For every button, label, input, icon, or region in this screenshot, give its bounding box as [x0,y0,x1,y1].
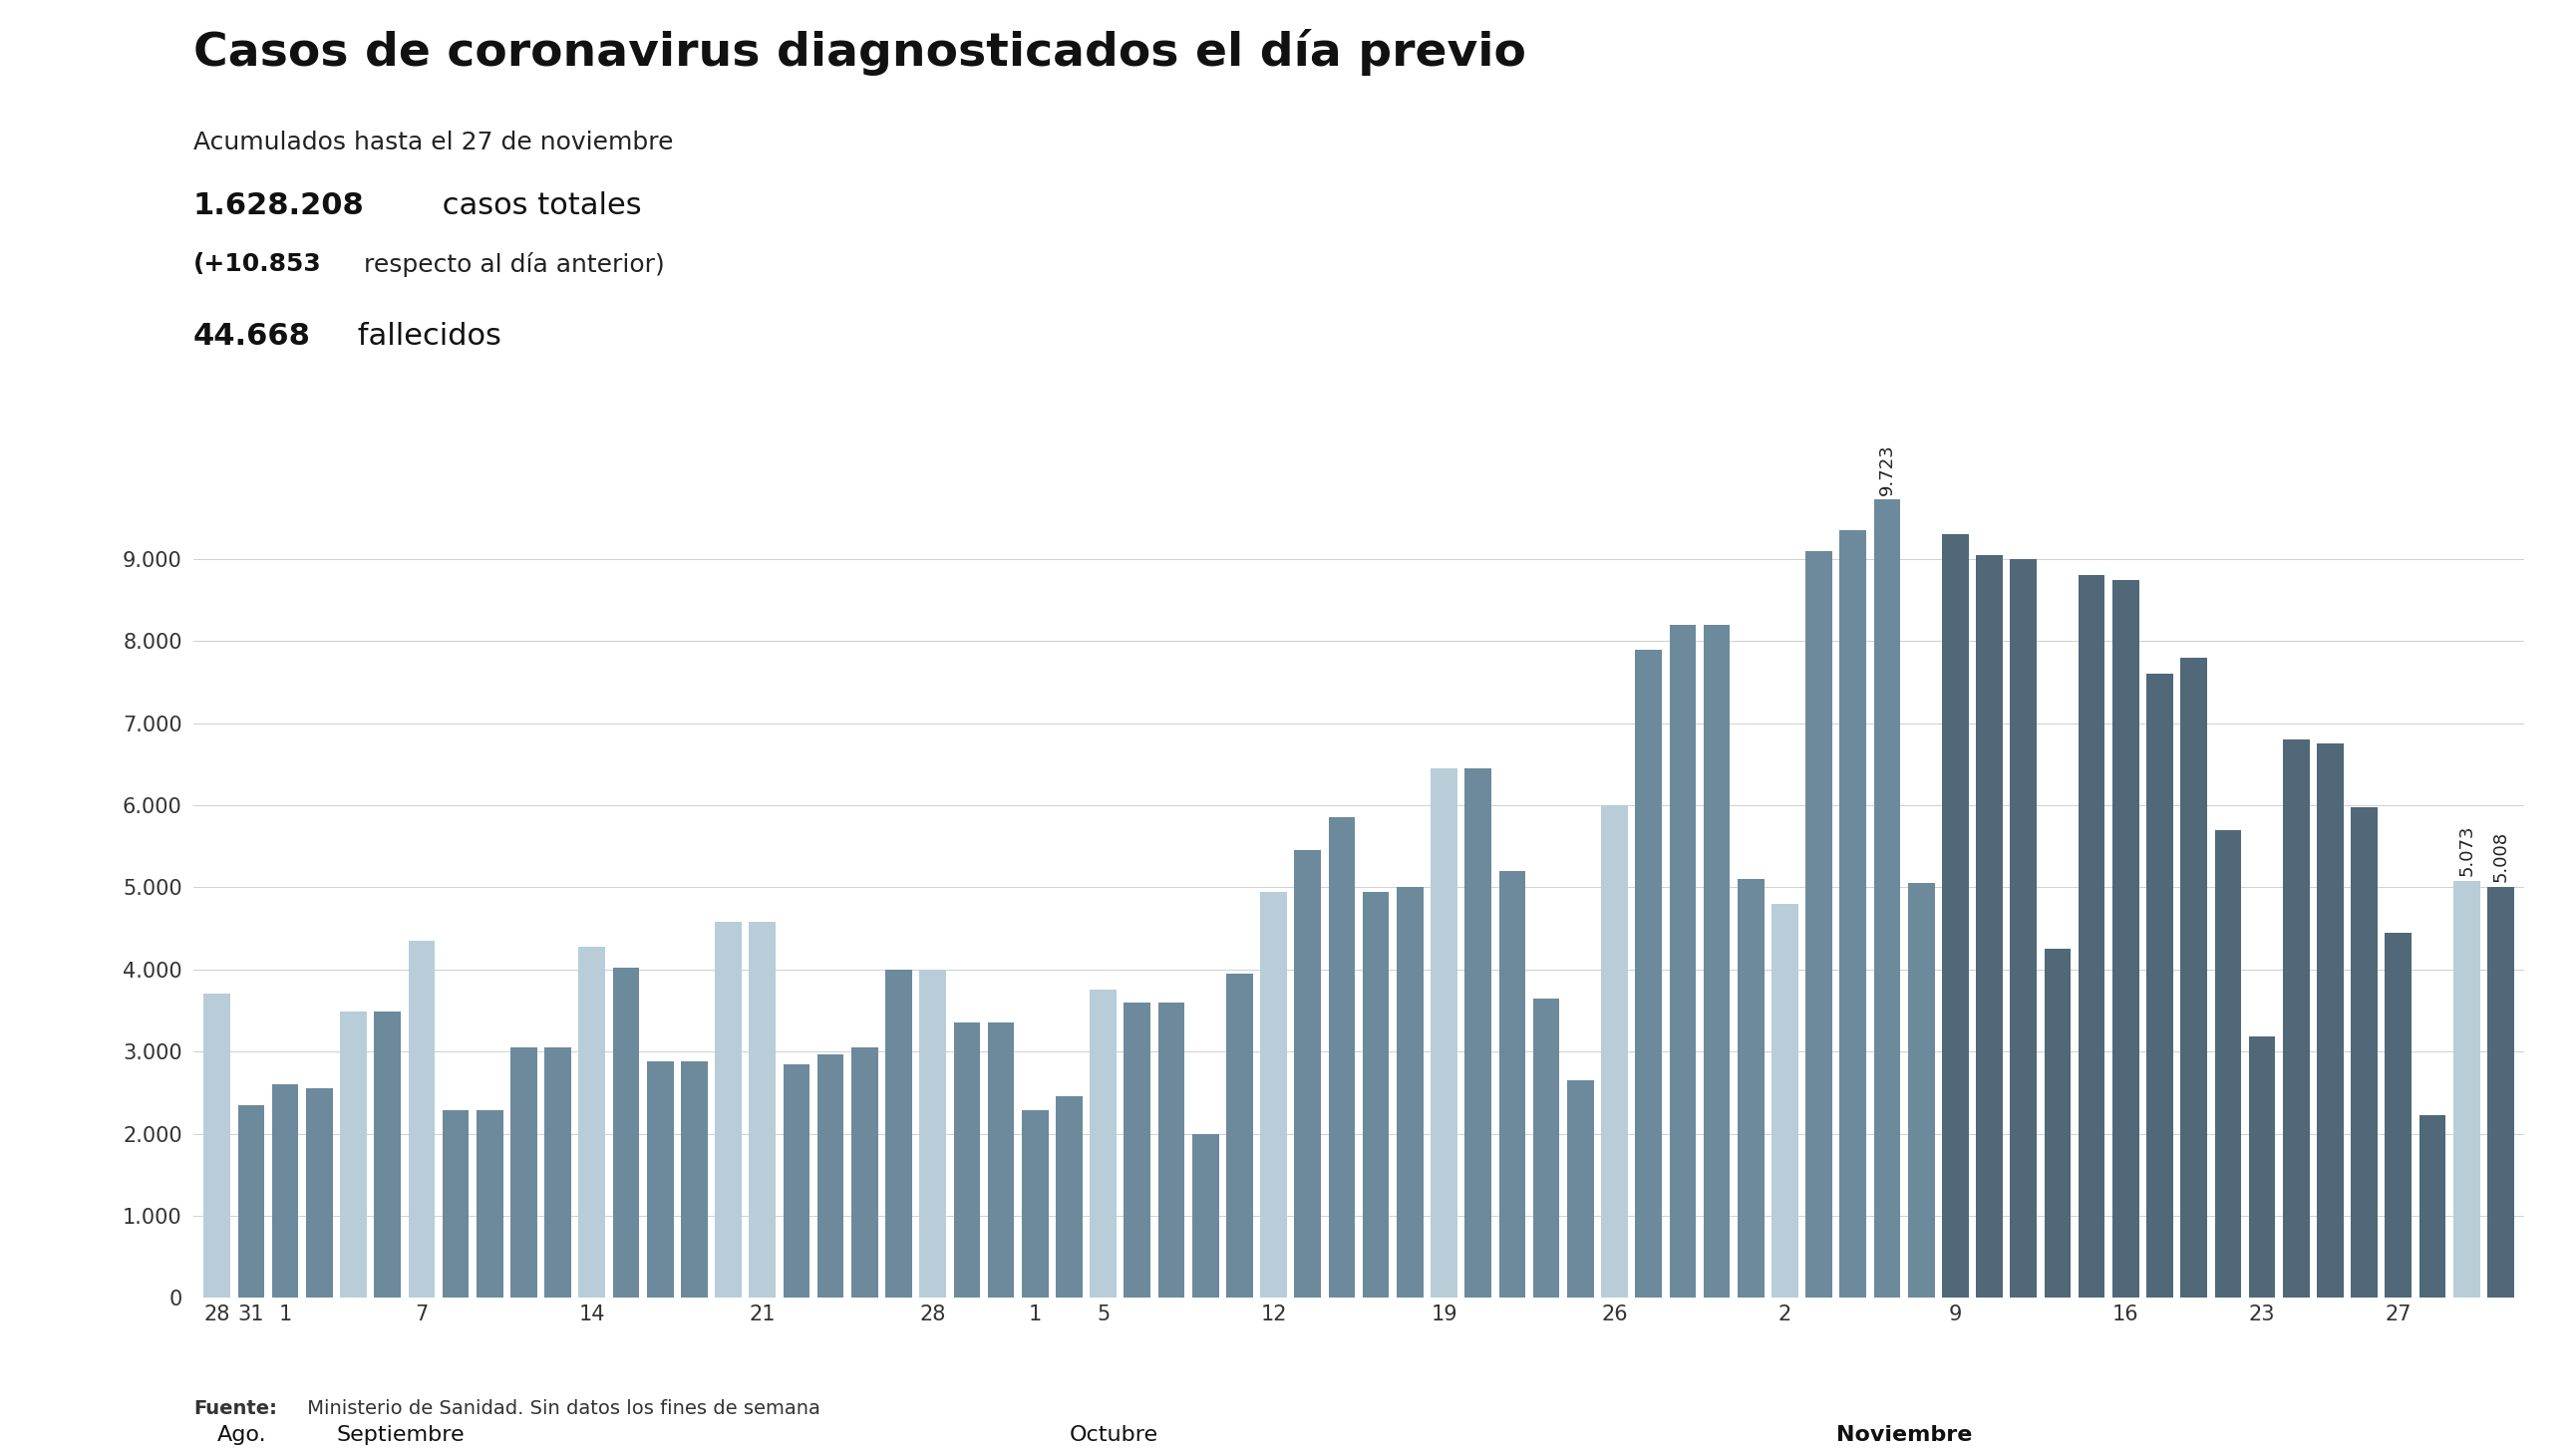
Bar [1839,531,1868,1298]
Bar [1499,871,1525,1298]
Bar [477,1111,502,1298]
Bar [1293,851,1321,1298]
Bar [647,1061,672,1298]
Bar [374,1011,402,1298]
Bar [817,1054,845,1298]
Text: 9.723: 9.723 [1878,444,1896,494]
Bar [2009,560,2038,1298]
Bar [987,1022,1015,1298]
Bar [2385,932,2411,1298]
Bar [340,1011,366,1298]
Bar [1123,1002,1151,1298]
Text: Octubre: Octubre [1069,1425,1159,1444]
Bar [2249,1037,2275,1298]
Text: Casos de coronavirus diagnosticados el día previo: Casos de coronavirus diagnosticados el d… [193,29,1525,75]
Text: Ago.: Ago. [216,1425,265,1444]
Text: Fuente:: Fuente: [193,1399,276,1418]
Bar [510,1047,538,1298]
Text: 5.073: 5.073 [2458,825,2476,876]
Text: fallecidos: fallecidos [348,322,502,351]
Bar [443,1111,469,1298]
Bar [1466,769,1492,1298]
Bar [886,970,912,1298]
Bar [1090,990,1115,1298]
Bar [1363,892,1388,1298]
Bar [1396,887,1425,1298]
Text: 5.008: 5.008 [2491,831,2509,882]
Bar [2488,887,2514,1298]
Bar [2316,744,2344,1298]
Bar [750,922,775,1298]
Text: respecto al día anterior): respecto al día anterior) [355,252,665,277]
Bar [2282,740,2311,1298]
Bar [2146,674,2174,1298]
Text: Acumulados hasta el 27 de noviembre: Acumulados hasta el 27 de noviembre [193,130,672,154]
Bar [407,941,435,1298]
Bar [2419,1115,2445,1298]
Bar [953,1022,981,1298]
Bar [1260,892,1288,1298]
Bar [1329,818,1355,1298]
Bar [1193,1134,1218,1298]
Bar [580,947,605,1298]
Text: Ministerio de Sanidad. Sin datos los fines de semana: Ministerio de Sanidad. Sin datos los fin… [301,1399,822,1418]
Bar [2112,580,2138,1298]
Bar [920,970,945,1298]
Bar [1430,769,1458,1298]
Bar [2179,657,2208,1298]
Bar [1023,1109,1048,1298]
Bar [1566,1080,1595,1298]
Text: 44.668: 44.668 [193,322,312,351]
Bar [1736,879,1765,1298]
Text: Septiembre: Septiembre [337,1425,464,1444]
Bar [680,1061,708,1298]
Bar [1772,903,1798,1298]
Bar [783,1064,809,1298]
Bar [1636,650,1662,1298]
Text: Noviembre: Noviembre [1837,1425,1973,1444]
Bar [544,1047,572,1298]
Bar [1942,535,1968,1298]
Text: casos totales: casos totales [433,191,641,220]
Bar [2079,576,2105,1298]
Text: (+10.853: (+10.853 [193,252,322,276]
Bar [1602,805,1628,1298]
Bar [1669,625,1695,1298]
Bar [1909,883,1935,1298]
Bar [1806,551,1832,1298]
Bar [716,922,742,1298]
Bar [1873,500,1901,1298]
Bar [273,1085,299,1298]
Bar [237,1105,265,1298]
Bar [850,1047,878,1298]
Bar [2215,829,2241,1298]
Bar [1056,1096,1082,1298]
Bar [1533,998,1558,1298]
Bar [1976,555,2002,1298]
Bar [2452,882,2481,1298]
Text: 1.628.208: 1.628.208 [193,191,363,220]
Bar [2045,948,2071,1298]
Bar [613,967,639,1298]
Bar [307,1089,332,1298]
Bar [1226,973,1252,1298]
Bar [204,995,229,1298]
Bar [1159,1002,1185,1298]
Bar [1703,625,1731,1298]
Bar [2352,808,2378,1298]
